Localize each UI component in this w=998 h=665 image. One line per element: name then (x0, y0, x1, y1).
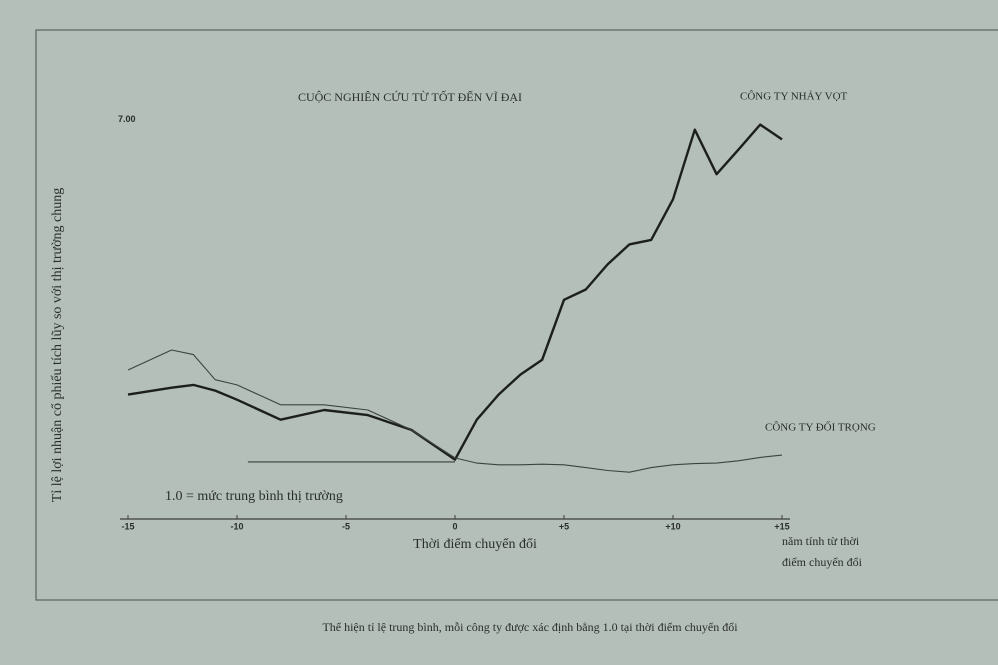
y-tick-label: 7.00 (118, 114, 136, 124)
chart-title: CUỘC NGHIÊN CỨU TỪ TỐT ĐẾN VĨ ĐẠI (298, 89, 522, 104)
x-tick-label: +5 (559, 521, 569, 531)
x-tick-label: -5 (342, 521, 350, 531)
caption: Thể hiện tỉ lệ trung bình, mỗi công ty đ… (322, 620, 738, 634)
x-tick-label: -10 (230, 521, 243, 531)
x-note: điểm chuyển đổi (782, 555, 863, 569)
series-label: CÔNG TY ĐỐI TRỌNG (765, 421, 876, 434)
x-note: năm tính từ thời (782, 534, 860, 548)
x-tick-label: -15 (121, 521, 134, 531)
series-label: CÔNG TY NHẢY VỌT (740, 91, 848, 103)
series-line (127, 123, 783, 461)
reference-label: 1.0 = mức trung bình thị trường (165, 489, 343, 504)
x-tick-label: +10 (665, 521, 680, 531)
x-axis-label: Thời điểm chuyển đổi (413, 537, 537, 552)
series-line (127, 349, 783, 473)
x-tick-label: +15 (774, 521, 789, 531)
frame (35, 29, 998, 601)
x-tick-label: 0 (452, 521, 457, 531)
y-axis-label: Tỉ lệ lợi nhuận cổ phiếu tích lũy so với… (50, 188, 65, 502)
